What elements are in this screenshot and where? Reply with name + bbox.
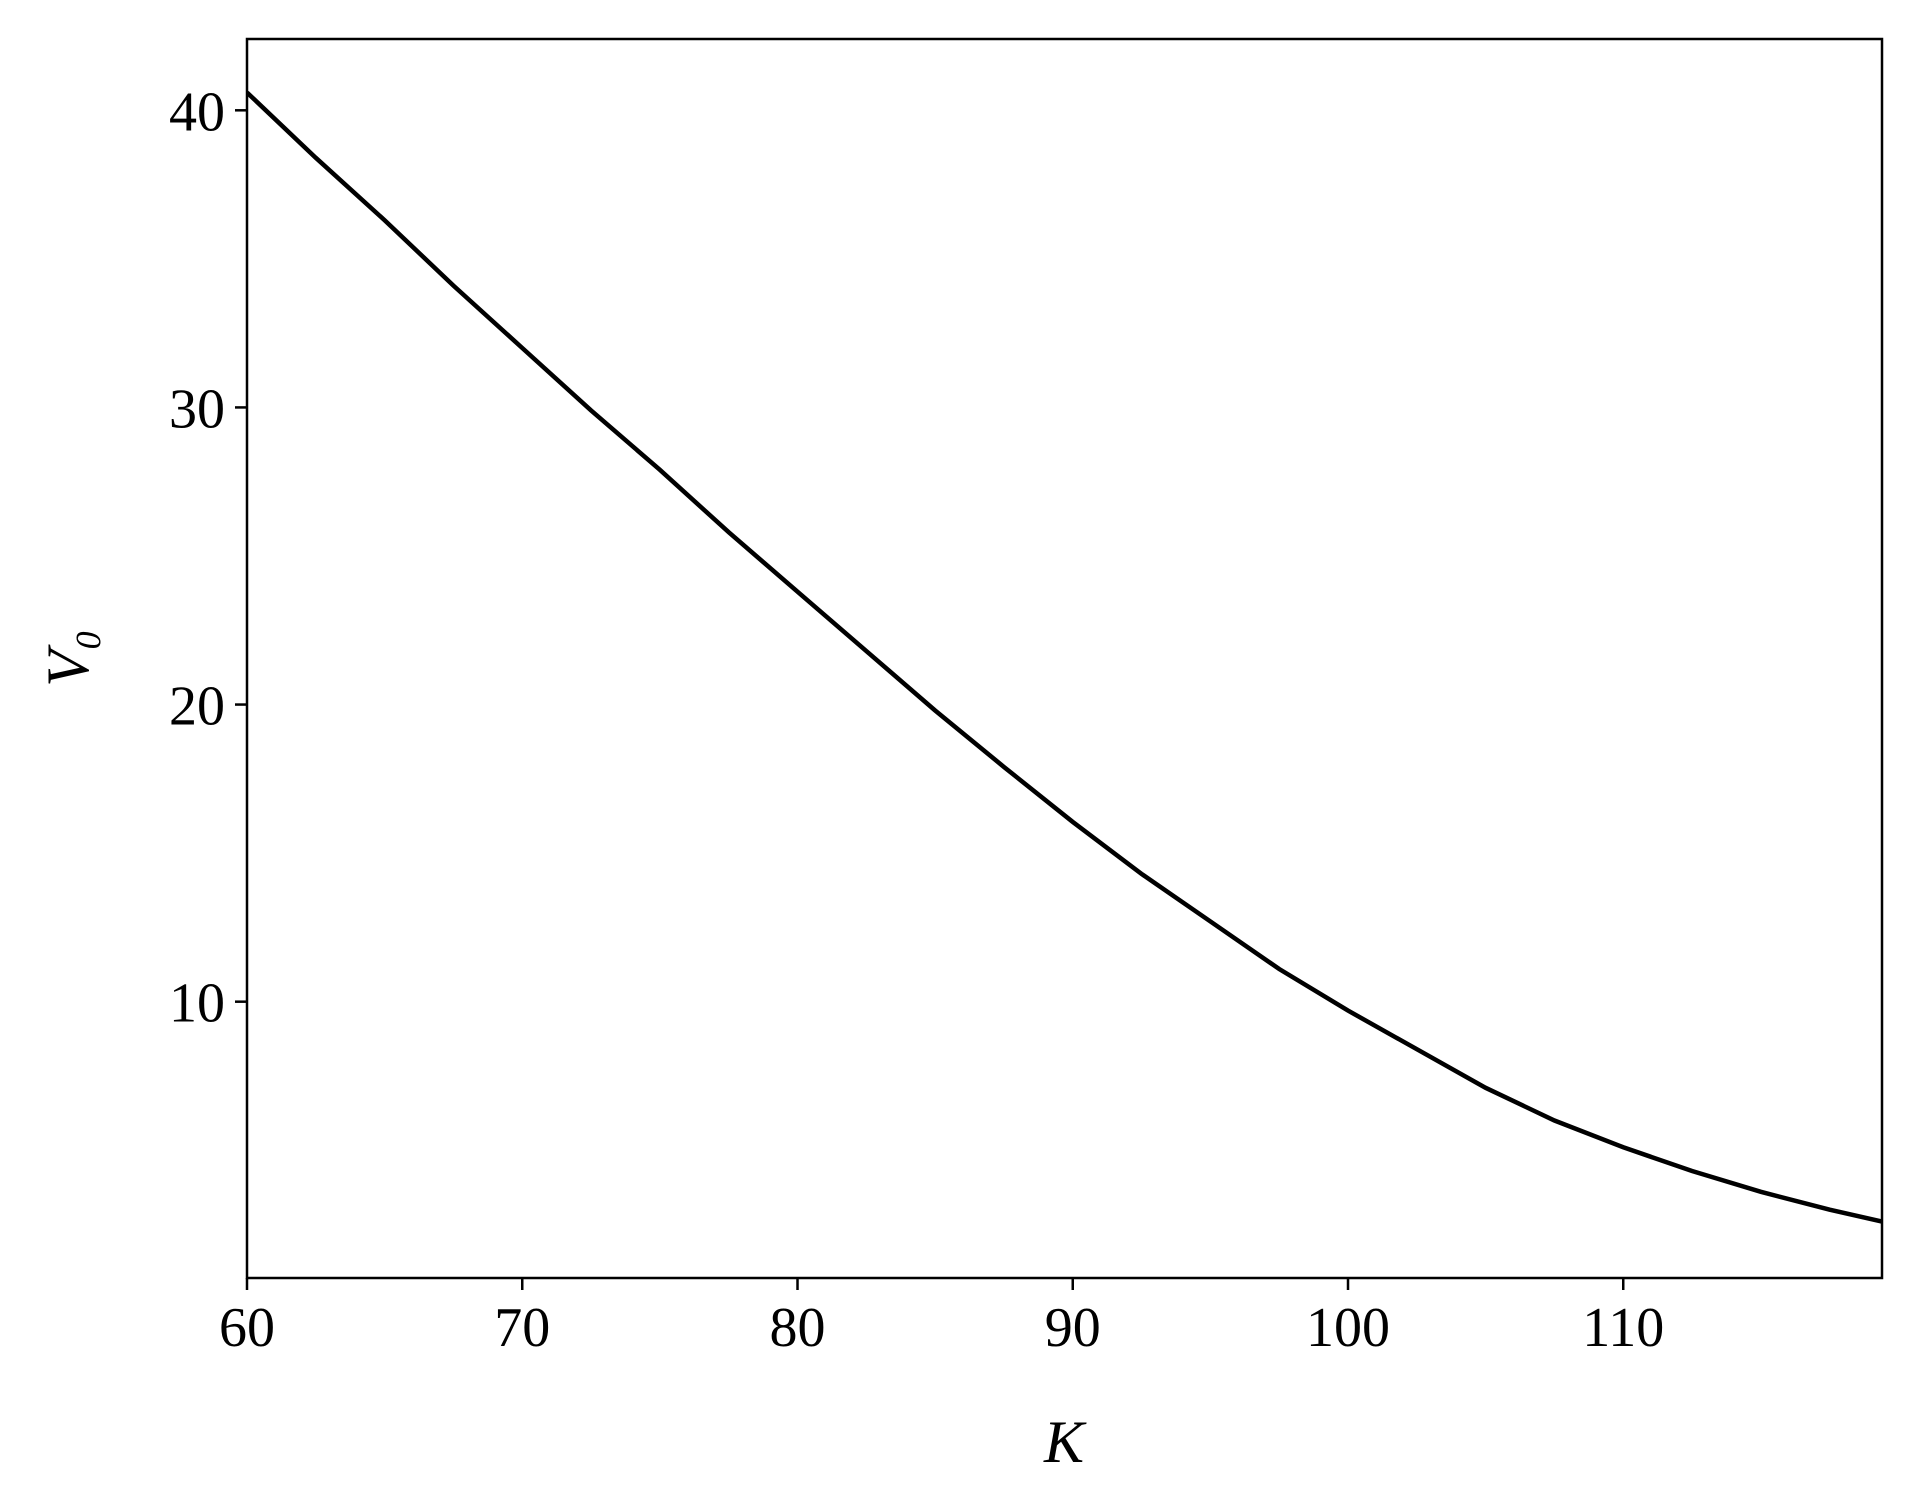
x-tick-label: 70 [494, 1297, 550, 1359]
y-axis-label: V₀ [35, 629, 101, 687]
x-tick-label: 110 [1582, 1297, 1664, 1359]
y-tick-label: 10 [169, 973, 225, 1035]
x-tick-label: 80 [770, 1297, 826, 1359]
y-tick-label: 20 [169, 676, 225, 738]
y-tick-label: 30 [169, 378, 225, 440]
plot-frame [245, 37, 1884, 1280]
x-tick-label: 60 [219, 1297, 275, 1359]
line [247, 90, 1882, 1224]
y-tick-label: 40 [169, 81, 225, 143]
x-tick-label: 100 [1306, 1297, 1390, 1359]
x-axis-label: K [1043, 1409, 1087, 1475]
x-tick-label: 90 [1045, 1297, 1101, 1359]
